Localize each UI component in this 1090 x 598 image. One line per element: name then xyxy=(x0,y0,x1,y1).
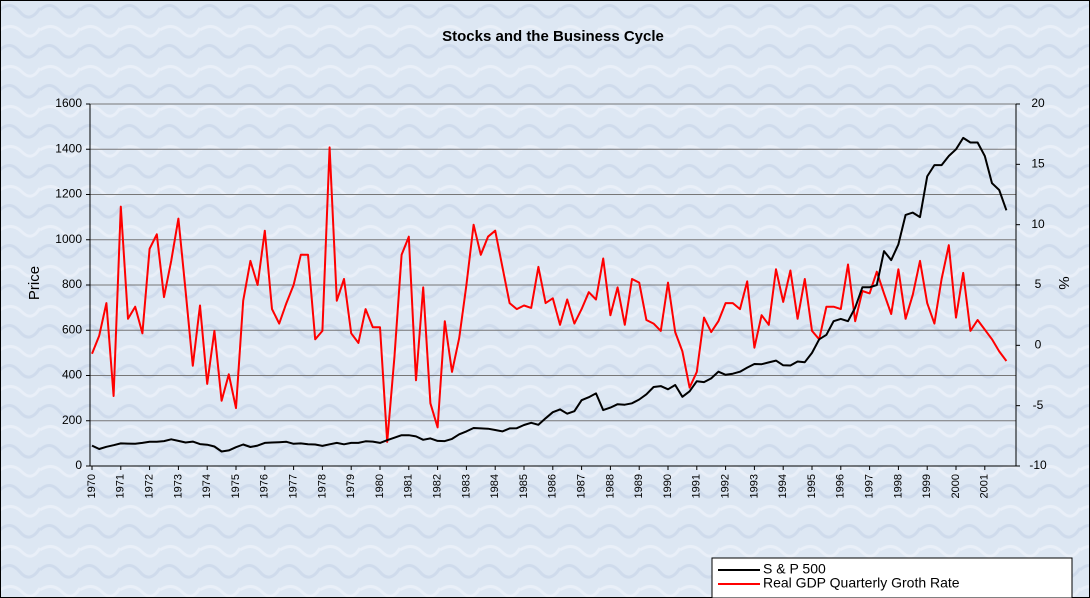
x-tick-label: 1976 xyxy=(259,474,271,498)
x-tick-label: 1999 xyxy=(921,474,933,498)
y-tick-label: 0 xyxy=(75,458,82,472)
y2-tick-label: -5 xyxy=(1033,398,1044,412)
x-tick-label: 1974 xyxy=(201,474,213,498)
y-tick-label: 1400 xyxy=(55,141,82,155)
y2-tick-label: 15 xyxy=(1031,157,1045,171)
x-tick-label: 1984 xyxy=(489,474,501,498)
legend-box xyxy=(711,557,1073,598)
y-axis-title: Price xyxy=(26,266,43,300)
y2-tick-label: -10 xyxy=(1029,458,1047,472)
legend-label: Real GDP Quarterly Groth Rate xyxy=(763,575,960,591)
x-tick-label: 1997 xyxy=(864,474,876,498)
x-tick-label: 1979 xyxy=(345,474,357,498)
y-tick-label: 1200 xyxy=(55,187,82,201)
y-tick-label: 800 xyxy=(62,277,82,291)
x-tick-label: 1980 xyxy=(374,474,386,498)
x-tick-label: 1988 xyxy=(604,474,616,498)
x-tick-label: 1973 xyxy=(172,474,184,498)
x-tick-label: 1993 xyxy=(748,474,760,498)
x-tick-label: 1998 xyxy=(892,474,904,498)
y-tick-label: 200 xyxy=(62,413,82,427)
x-tick-label: 2001 xyxy=(979,474,991,498)
y2-tick-label: 20 xyxy=(1031,96,1045,110)
x-tick-label: 1978 xyxy=(316,474,328,498)
x-tick-label: 1987 xyxy=(576,474,588,498)
x-tick-label: 1977 xyxy=(288,474,300,498)
y2-tick-label: 10 xyxy=(1031,217,1045,231)
x-tick-label: 1972 xyxy=(144,474,156,498)
chart-title: Stocks and the Business Cycle xyxy=(442,28,664,45)
x-tick-label: 2000 xyxy=(950,474,962,498)
x-tick-label: 1990 xyxy=(662,474,674,498)
y2-axis-title: % xyxy=(1055,276,1072,289)
y-tick-label: 1000 xyxy=(55,232,82,246)
x-tick-label: 1983 xyxy=(460,474,472,498)
x-tick-label: 1989 xyxy=(633,474,645,498)
x-tick-label: 1981 xyxy=(403,474,415,498)
series-line xyxy=(91,136,1008,453)
y-tick-label: 400 xyxy=(62,368,82,382)
y2-tick-label: 5 xyxy=(1035,277,1042,291)
y-tick-label: 1600 xyxy=(55,96,82,110)
x-tick-label: 1971 xyxy=(115,474,127,498)
legend-label: S & P 500 xyxy=(763,561,826,577)
x-tick-label: 1970 xyxy=(86,474,98,498)
x-tick-label: 1975 xyxy=(230,474,242,498)
x-tick-label: 1994 xyxy=(777,474,789,498)
y2-tick-label: 0 xyxy=(1035,338,1042,352)
x-tick-label: 1991 xyxy=(691,474,703,498)
x-tick-label: 1995 xyxy=(806,474,818,498)
x-tick-label: 1982 xyxy=(432,474,444,498)
x-tick-label: 1985 xyxy=(518,474,530,498)
x-tick-label: 1996 xyxy=(835,474,847,498)
x-tick-label: 1992 xyxy=(720,474,732,498)
y-tick-label: 600 xyxy=(62,322,82,336)
x-tick-label: 1986 xyxy=(547,474,559,498)
